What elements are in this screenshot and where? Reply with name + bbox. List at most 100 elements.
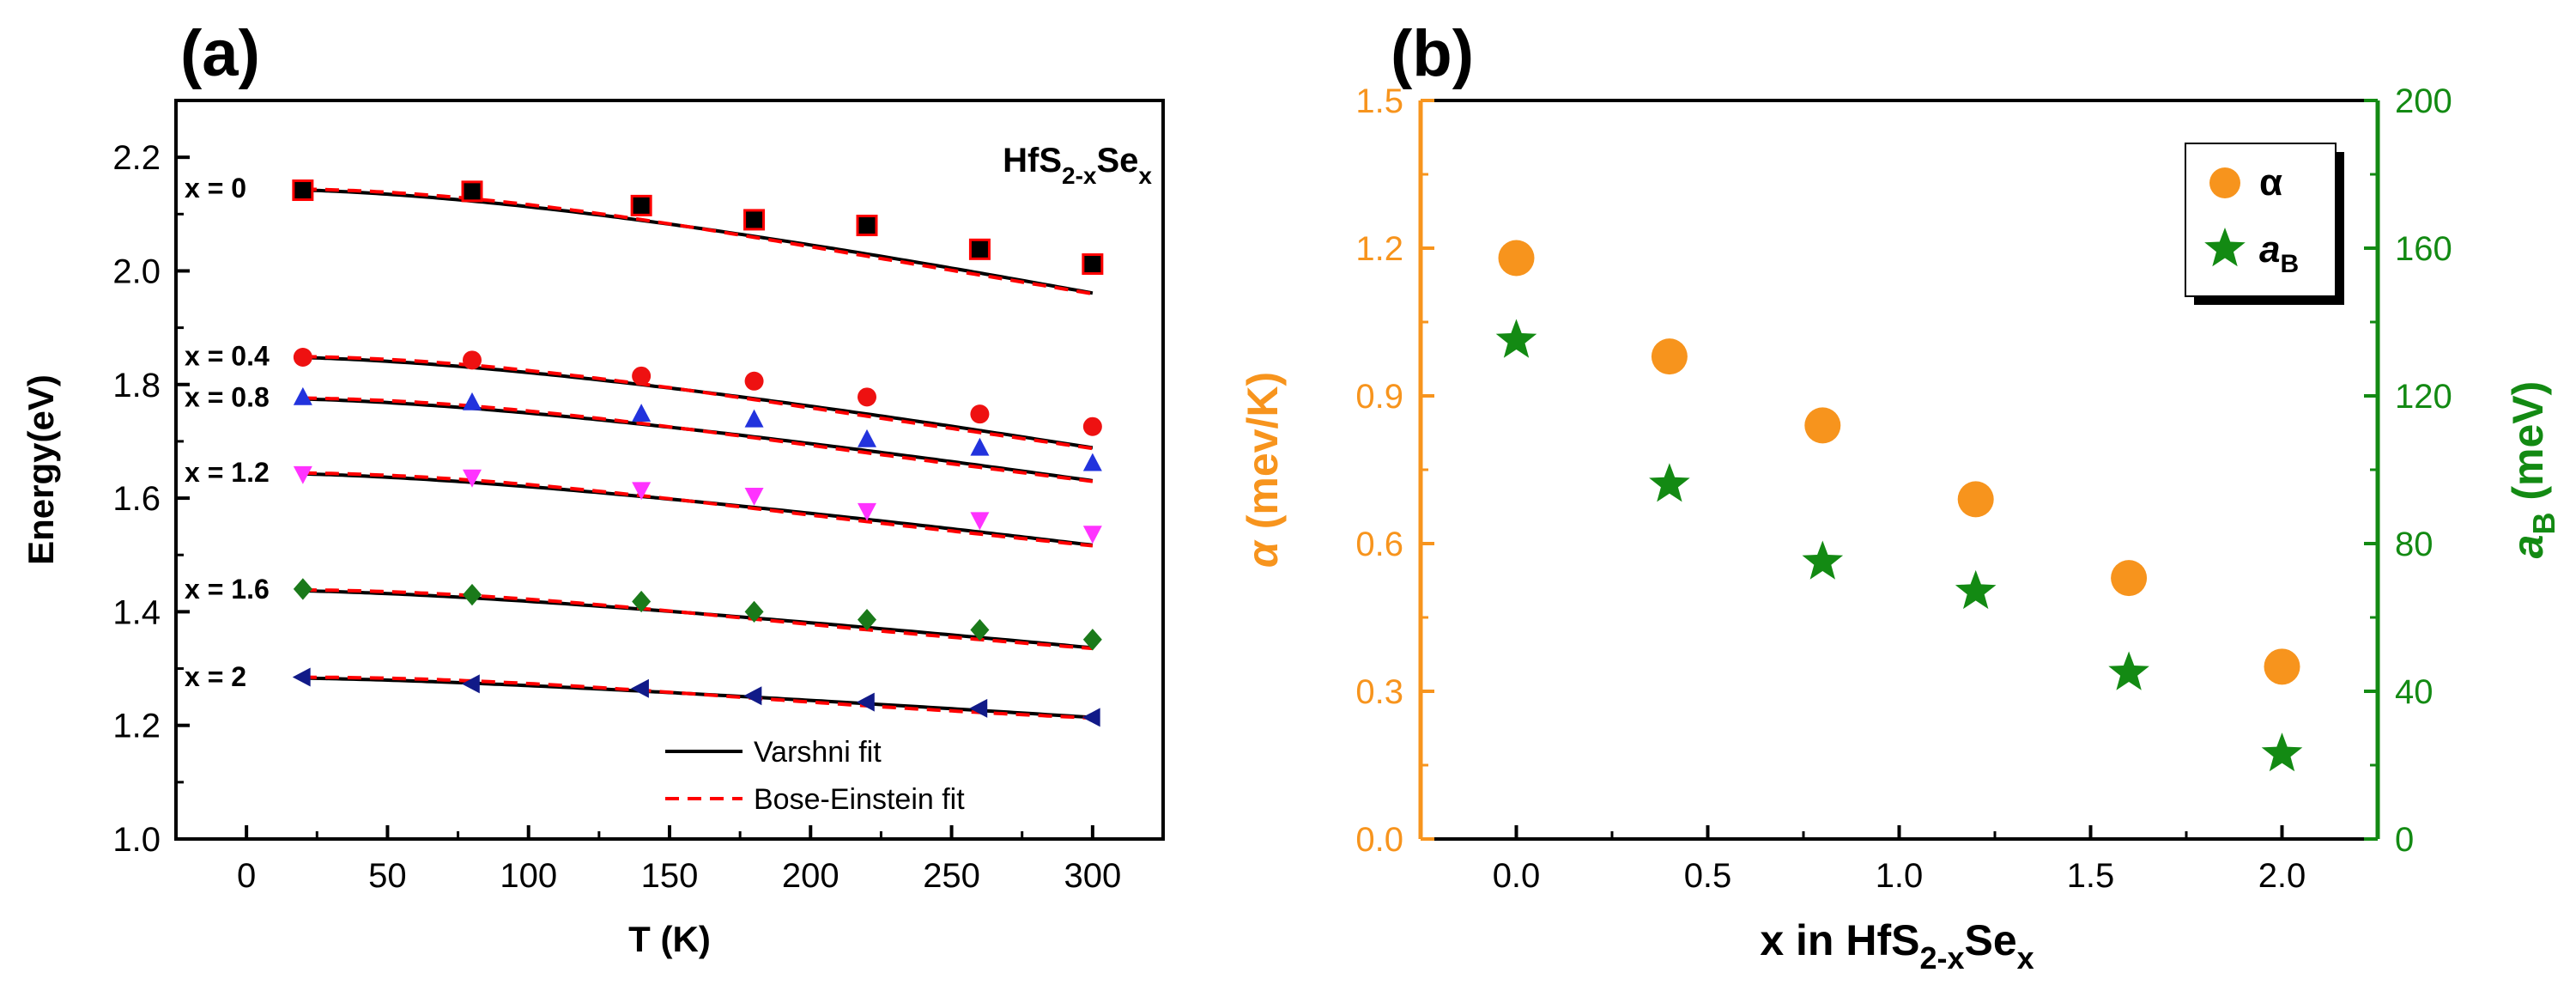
title-sub2: x [1138, 162, 1152, 189]
bose-einstein-fit-curve [302, 675, 1093, 720]
ab-point [2261, 733, 2303, 772]
ab-point [1802, 540, 1844, 580]
data-point [743, 209, 766, 231]
data-point [632, 404, 652, 422]
y-tick-label-a: 1.4 [112, 593, 161, 631]
x-tick-label-a: 200 [782, 857, 839, 895]
legend-bose-label: Bose-Einstein fit [754, 783, 965, 816]
data-point [292, 179, 314, 202]
y-tick-label-right-b: 200 [2395, 82, 2452, 120]
data-point [856, 692, 875, 712]
panel-a-label: (a) [180, 17, 260, 90]
data-point [744, 371, 764, 391]
data-point [293, 386, 312, 405]
x-tick-label-b: 0.5 [1684, 857, 1732, 895]
x-axis-label-a: T (K) [628, 919, 711, 959]
x-tick-label-a: 50 [368, 857, 407, 895]
alpha-point [1804, 407, 1841, 444]
ylabel-left-sym: α [1239, 539, 1287, 568]
y-tick-label-a: 1.2 [112, 708, 161, 745]
ab-point [2108, 651, 2149, 690]
ab-point [1495, 319, 1537, 358]
data-point [968, 238, 991, 260]
varshni-fit-curve [302, 589, 1094, 650]
y-tick-label-left-b: 0.6 [1355, 526, 1403, 563]
data-point [858, 387, 876, 407]
fit-curves [302, 187, 1094, 720]
varshni-fit-curve [302, 356, 1094, 450]
data-point [1082, 453, 1102, 471]
data-point [858, 502, 876, 521]
data-point [858, 429, 876, 447]
data-point [463, 350, 482, 370]
panel-b: (b) 0.0 0.5 1.0 1.5 2.0 0.0 0.3 0.6 0.9 1.2 1.5 0 40… [1239, 17, 2561, 976]
y-axis-label-a: Energy(eV) [21, 374, 61, 565]
y-tick-label-right-b: 40 [2395, 673, 2434, 711]
data-point [293, 348, 312, 368]
x-tick-label-b: 2.0 [2258, 857, 2306, 895]
legend-ab-label: aB [2259, 228, 2299, 278]
legend-ab-sub: B [2280, 250, 2299, 278]
y-tick-label-left-b: 0.3 [1355, 673, 1403, 711]
alpha-point [1498, 240, 1535, 277]
x-tick-label-a: 300 [1064, 857, 1121, 895]
x-tick-label-a: 100 [500, 857, 557, 895]
data-point [293, 578, 312, 600]
y-tick-label-left-b: 1.5 [1355, 82, 1403, 120]
alpha-point [1957, 481, 1994, 518]
panel-a: (a) x = 0x = 0.4x = 0.8x = 1.2x = 1.6x =… [21, 17, 1165, 959]
legend-a: Varshni fit Bose-Einstein fit [665, 736, 965, 816]
y-tick-label-right-b: 0 [2395, 821, 2414, 859]
data-point [1082, 629, 1102, 651]
series-label: x = 1.6 [185, 574, 270, 605]
varshni-fit-curve [302, 188, 1094, 295]
x-axis-label-b: x in HfS2-xSex [1760, 916, 2034, 976]
y-tick-label-a: 2.0 [112, 252, 161, 290]
y-tick-label-left-b: 0.0 [1355, 821, 1403, 859]
x-tick-label-a: 150 [641, 857, 699, 895]
xlabel-sub2: x [2017, 940, 2034, 976]
legend-alpha-label: α [2259, 161, 2282, 204]
y-tick-label-left-b: 0.9 [1355, 378, 1403, 416]
x-tick-label-a: 250 [923, 857, 980, 895]
series-label: x = 0.8 [185, 382, 270, 413]
data-point [856, 215, 878, 237]
x-tick-label-b: 1.0 [1876, 857, 1924, 895]
data-point [969, 698, 988, 718]
y-axis-label-left-b: α (mev/K) [1239, 372, 1287, 568]
data-point [1082, 253, 1104, 276]
data-points: x = 0 x = 0.4 x = 0.8 x = 1.2 x = 1.6 x = 2 [185, 173, 1104, 727]
y-tick-label-right-b: 120 [2395, 378, 2452, 416]
data-point [292, 667, 311, 687]
series-label: x = 2 [185, 661, 246, 692]
data-point [631, 678, 649, 698]
title-base: HfS [1003, 142, 1062, 179]
varshni-fit-curve [302, 676, 1094, 720]
data-point [970, 404, 990, 424]
y-tick-label-a: 1.6 [112, 480, 161, 518]
data-point [744, 487, 764, 506]
composition-title: HfS2-xSex [1003, 142, 1152, 189]
data-point [632, 482, 652, 501]
y-tick-label-right-b: 80 [2395, 526, 2434, 563]
data-point [463, 392, 482, 410]
data-point [744, 409, 764, 428]
xlabel-base: x in HfS [1760, 916, 1919, 964]
legend-ab-sym: a [2259, 228, 2280, 271]
y-tick-label-a: 1.0 [112, 821, 161, 859]
axis-ticks-b: 0.0 0.5 1.0 1.5 2.0 0.0 0.3 0.6 0.9 1.2 1.5 0 40 80 12… [1355, 82, 2452, 895]
series-label: x = 0.4 [185, 340, 270, 371]
ab-point [1649, 463, 1690, 502]
data-point [744, 600, 764, 623]
legend-b: α aB [2185, 143, 2344, 305]
data-point [632, 366, 652, 386]
y-tick-label-a: 2.2 [112, 139, 161, 177]
data-point [1082, 708, 1100, 727]
data-point [970, 437, 990, 456]
data-point [463, 469, 482, 488]
data-point [293, 465, 312, 484]
ylabel-left-rest: (mev/K) [1239, 372, 1287, 541]
ylabel-right-sub: B [2526, 513, 2561, 535]
data-point [970, 512, 990, 531]
